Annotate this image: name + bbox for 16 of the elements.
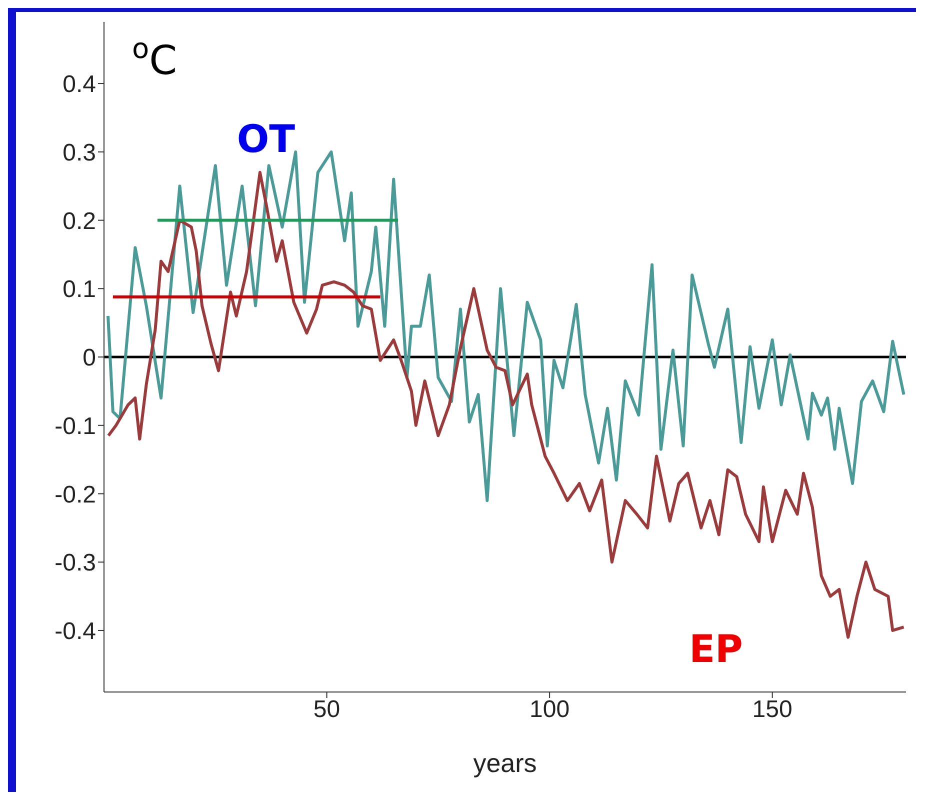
- y-tick-label: 0.4: [62, 71, 96, 98]
- y-tick-label: 0.2: [62, 208, 96, 235]
- annotation: OT: [236, 117, 296, 161]
- y-tick-label: 0.1: [62, 276, 96, 304]
- x-axis-title: years: [473, 748, 537, 778]
- y-tick-label: 0.3: [62, 139, 96, 166]
- y-tick-label: -0.2: [54, 481, 96, 508]
- y-tick-label: 0: [82, 344, 96, 372]
- y-tick-label: -0.4: [54, 618, 96, 645]
- y-tick-label: -0.1: [54, 412, 96, 440]
- x-tick-label: 50: [313, 696, 340, 724]
- y-axis-title: $^{o}$C: [132, 32, 178, 84]
- x-tick-label: 150: [752, 696, 792, 724]
- y-tick-label: -0.3: [54, 550, 96, 577]
- x-tick-label: 100: [530, 696, 570, 724]
- annotation: EP: [689, 627, 743, 671]
